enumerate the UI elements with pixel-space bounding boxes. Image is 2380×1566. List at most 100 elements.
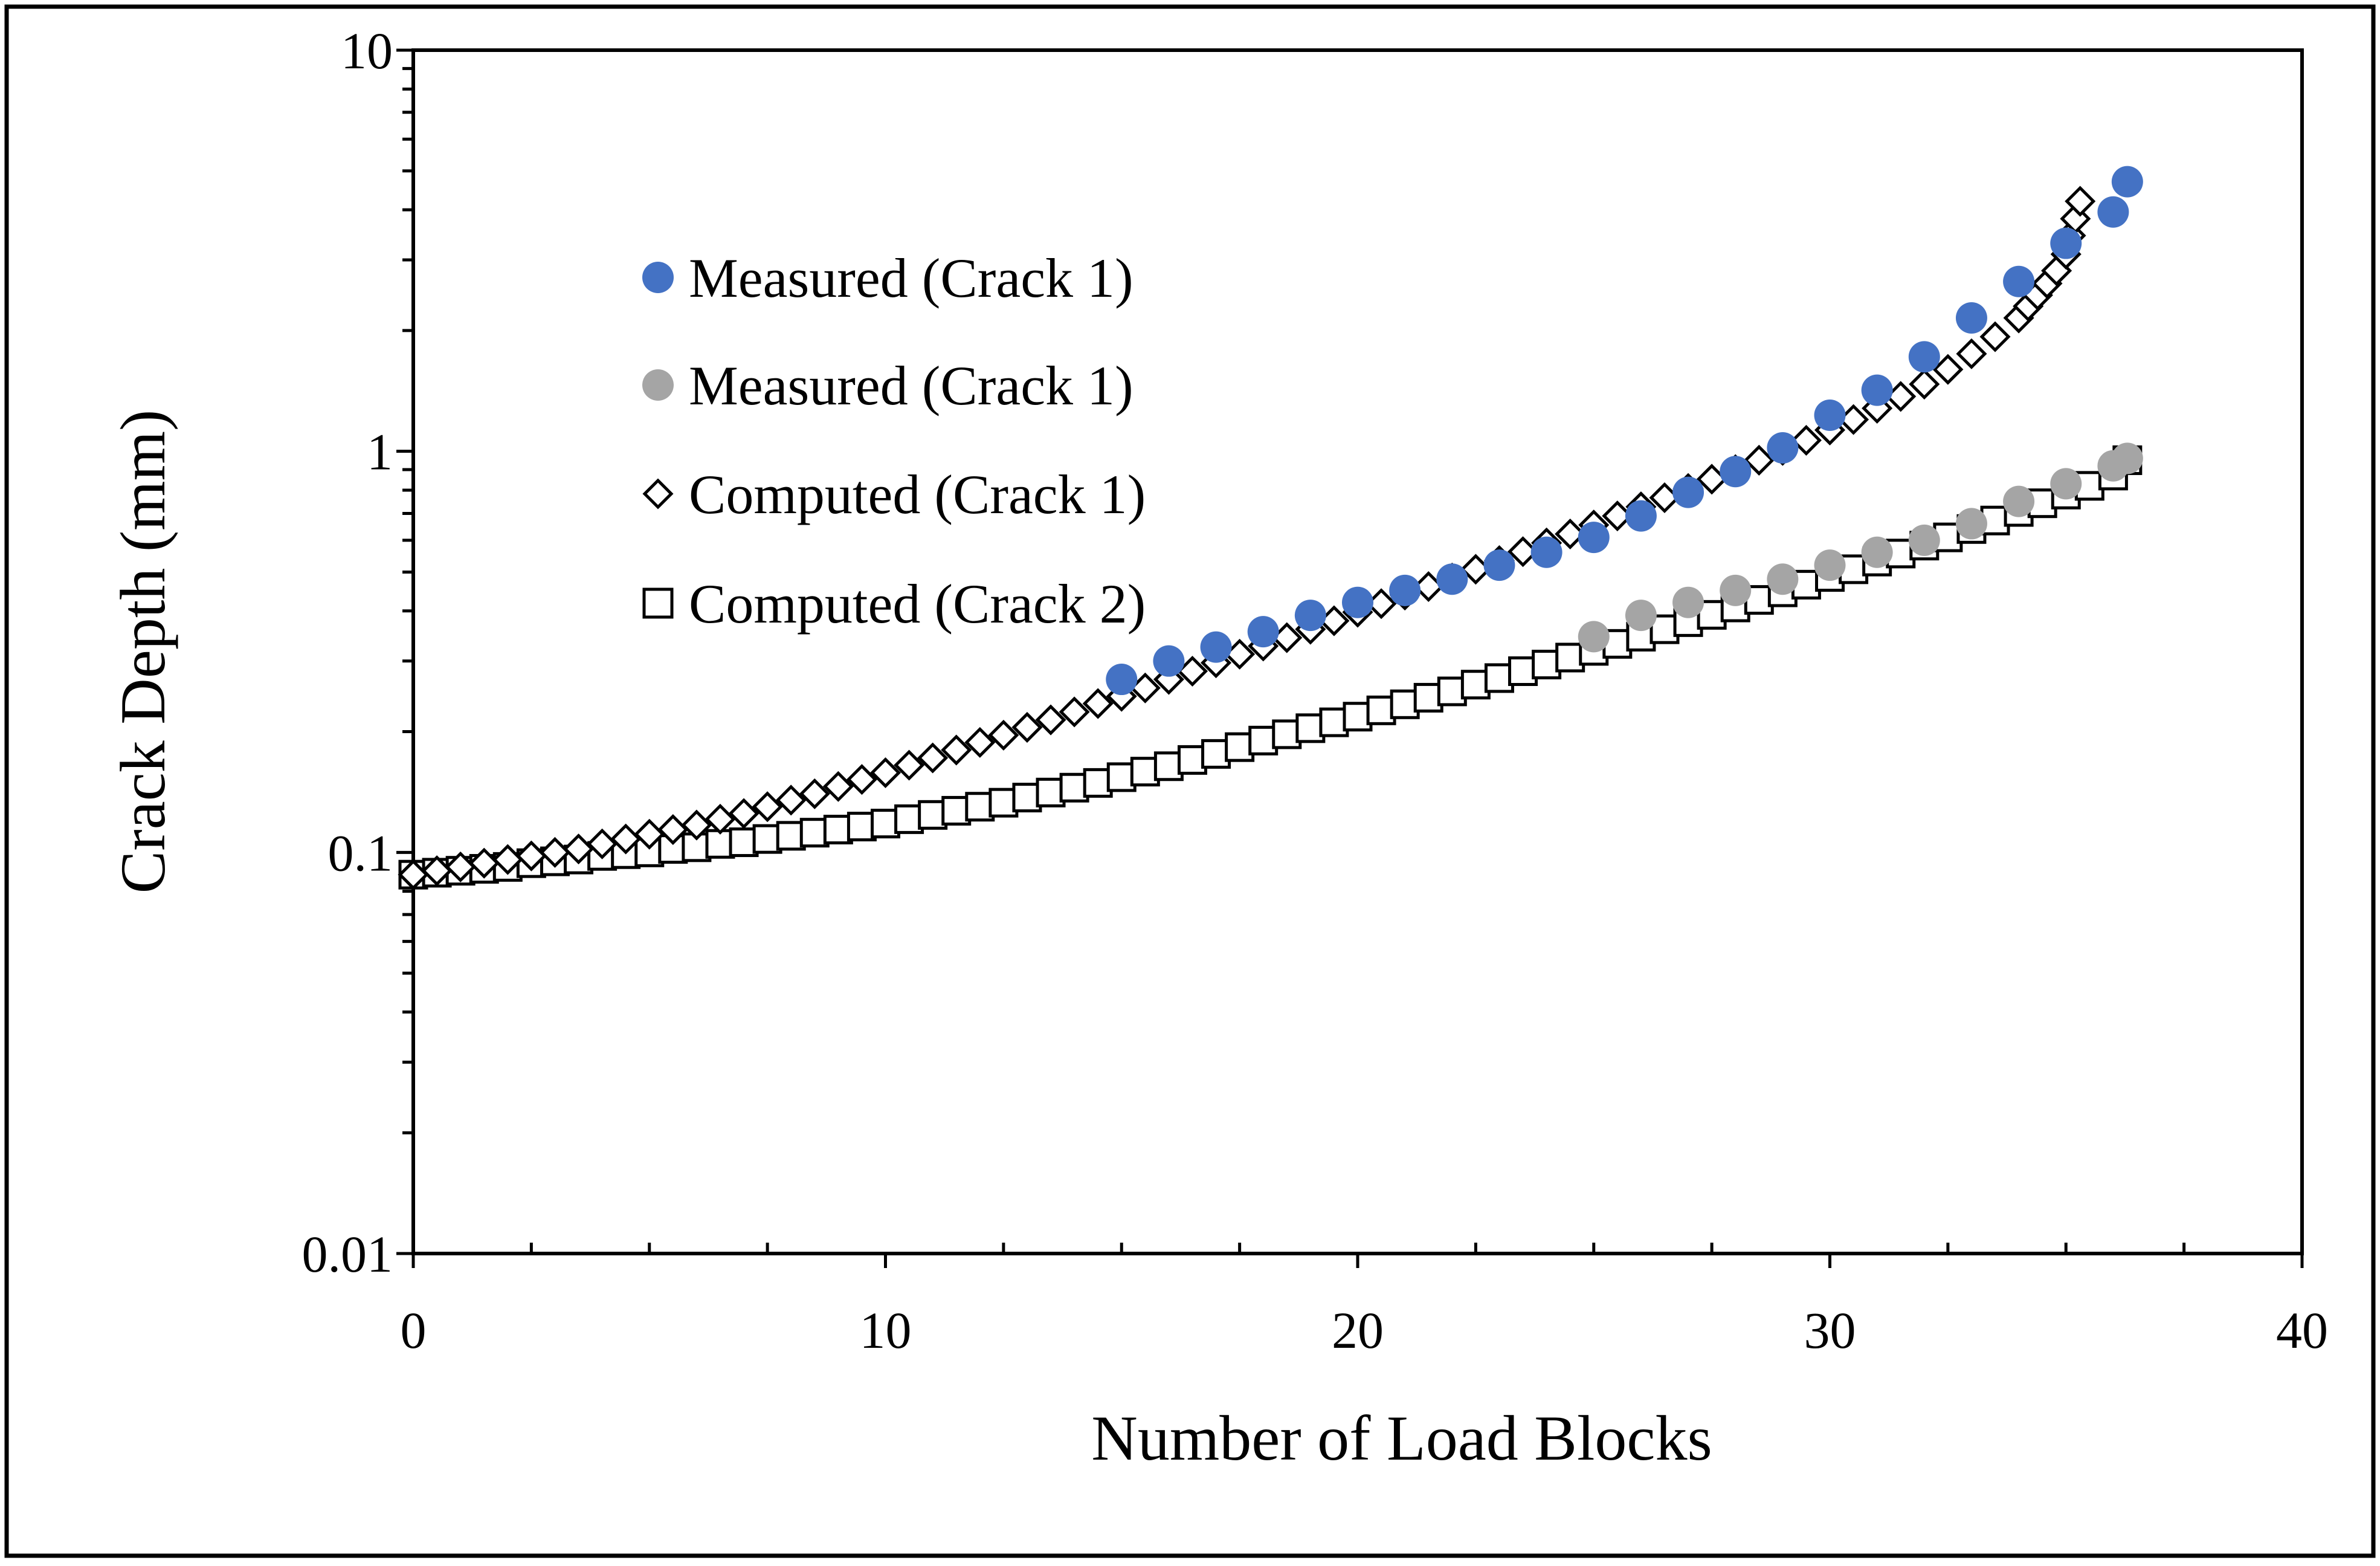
data-point-circle xyxy=(2050,468,2082,500)
data-point-diamond xyxy=(1059,696,1090,728)
data-point-circle xyxy=(2111,442,2143,474)
data-point-diamond xyxy=(964,726,996,758)
data-point-diamond xyxy=(1979,321,2011,352)
data-point-circle xyxy=(1908,341,1940,373)
legend-marker-circle-gray xyxy=(642,369,674,401)
y-tick-label: 0.01 xyxy=(302,1225,393,1283)
data-point-circle xyxy=(1720,574,1752,606)
x-tick-label: 10 xyxy=(860,1301,912,1359)
data-point-circle xyxy=(1436,563,1468,595)
data-point-diamond xyxy=(869,757,901,789)
data-point-diamond xyxy=(468,847,500,879)
data-point-circle xyxy=(1578,522,1610,554)
data-point-circle xyxy=(1955,302,1987,334)
data-point-circle xyxy=(1814,399,1846,431)
data-point-diamond xyxy=(728,798,759,829)
x-tick-label: 0 xyxy=(401,1301,427,1359)
data-point-diamond xyxy=(1909,369,1940,400)
data-point-diamond xyxy=(1176,655,1208,687)
data-point-circle xyxy=(1955,508,1987,540)
data-point-diamond xyxy=(705,803,736,835)
data-point-diamond xyxy=(681,809,712,841)
data-point-diamond xyxy=(492,844,523,875)
data-point-diamond xyxy=(1932,354,1964,385)
data-point-diamond xyxy=(1743,444,1775,476)
legend-item-measured-crack1-gray: Measured (Crack 1) xyxy=(642,355,1134,416)
x-tick-label: 40 xyxy=(2276,1301,2328,1359)
x-axis-title: Number of Load Blocks xyxy=(1091,1403,1712,1474)
data-point-diamond xyxy=(799,778,830,809)
data-point-circle xyxy=(1153,645,1185,677)
data-point-circle xyxy=(1200,631,1232,663)
data-point-circle xyxy=(2003,485,2035,517)
data-point-diamond xyxy=(1082,688,1114,719)
data-point-diamond xyxy=(2065,186,2096,217)
data-point-circle xyxy=(1767,563,1799,595)
data-point-circle xyxy=(1578,621,1610,653)
data-point-circle xyxy=(1672,586,1704,618)
series-1 xyxy=(1578,442,2143,653)
data-point-diamond xyxy=(1011,711,1043,743)
legend-item-computed-crack1: Computed (Crack 1) xyxy=(642,464,1146,525)
data-point-circle xyxy=(1483,549,1515,581)
x-tick-labels: 0 10 20 30 40 xyxy=(401,1301,2329,1359)
data-point-circle xyxy=(1530,536,1562,568)
legend-label: Computed (Crack 1) xyxy=(689,464,1146,525)
data-point-diamond xyxy=(775,785,807,816)
legend-item-measured-crack1-blue: Measured (Crack 1) xyxy=(642,247,1134,309)
data-point-diamond xyxy=(1790,424,1822,456)
data-point-circle xyxy=(1294,600,1326,632)
legend-marker-diamond xyxy=(642,478,674,510)
legend-item-computed-crack2: Computed (Crack 2) xyxy=(642,573,1146,635)
data-point-circle xyxy=(2097,196,2129,228)
data-point-circle xyxy=(1861,374,1893,406)
data-point-diamond xyxy=(515,840,547,872)
data-point-circle xyxy=(1106,664,1138,696)
data-point-diamond xyxy=(1153,664,1184,695)
data-point-circle xyxy=(2050,227,2082,259)
legend: Measured (Crack 1) Measured (Crack 1) Co… xyxy=(642,247,1146,635)
data-point-circle xyxy=(1672,476,1704,508)
data-point-circle xyxy=(2003,265,2035,297)
data-point-diamond xyxy=(1035,704,1066,736)
y-tick-label: 10 xyxy=(341,22,393,80)
data-point-diamond xyxy=(894,749,925,781)
data-point-circle xyxy=(1908,524,1940,556)
data-point-diamond xyxy=(917,742,949,774)
major-ticks xyxy=(396,48,2304,1268)
data-point-diamond xyxy=(822,771,854,802)
data-point-diamond xyxy=(1956,338,1987,369)
data-point-diamond xyxy=(752,791,783,823)
y-tick-labels: 0.01 0.1 1 10 xyxy=(302,22,393,1283)
data-point-circle xyxy=(1247,616,1279,648)
legend-marker-circle-blue xyxy=(642,262,674,293)
x-tick-label: 20 xyxy=(1332,1301,1384,1359)
y-tick-label: 1 xyxy=(367,423,393,481)
data-point-diamond xyxy=(941,734,972,766)
data-point-circle xyxy=(1389,574,1421,606)
data-point-circle xyxy=(1625,600,1657,632)
data-point-diamond xyxy=(846,764,877,795)
data-point-circle xyxy=(1342,586,1373,618)
data-point-diamond xyxy=(1555,518,1586,550)
data-point-circle xyxy=(2111,166,2143,198)
figure-border xyxy=(4,4,2376,1558)
legend-label: Measured (Crack 1) xyxy=(689,355,1134,416)
legend-marker-square xyxy=(642,587,674,619)
legend-label: Measured (Crack 1) xyxy=(689,247,1134,309)
x-tick-label: 30 xyxy=(1804,1301,1856,1359)
data-point-circle xyxy=(1767,432,1799,464)
series-layer xyxy=(398,166,2143,890)
data-point-circle xyxy=(1720,456,1752,488)
data-point-diamond xyxy=(988,719,1019,751)
data-point-diamond xyxy=(539,836,570,868)
y-axis-title: Crack Depth (mm) xyxy=(108,410,178,894)
legend-label: Computed (Crack 2) xyxy=(689,573,1146,635)
data-point-circle xyxy=(1814,549,1846,581)
y-tick-label: 0.1 xyxy=(328,824,393,882)
minor-ticks xyxy=(402,66,2186,1254)
data-point-circle xyxy=(1861,536,1893,568)
data-point-circle xyxy=(1625,500,1657,532)
